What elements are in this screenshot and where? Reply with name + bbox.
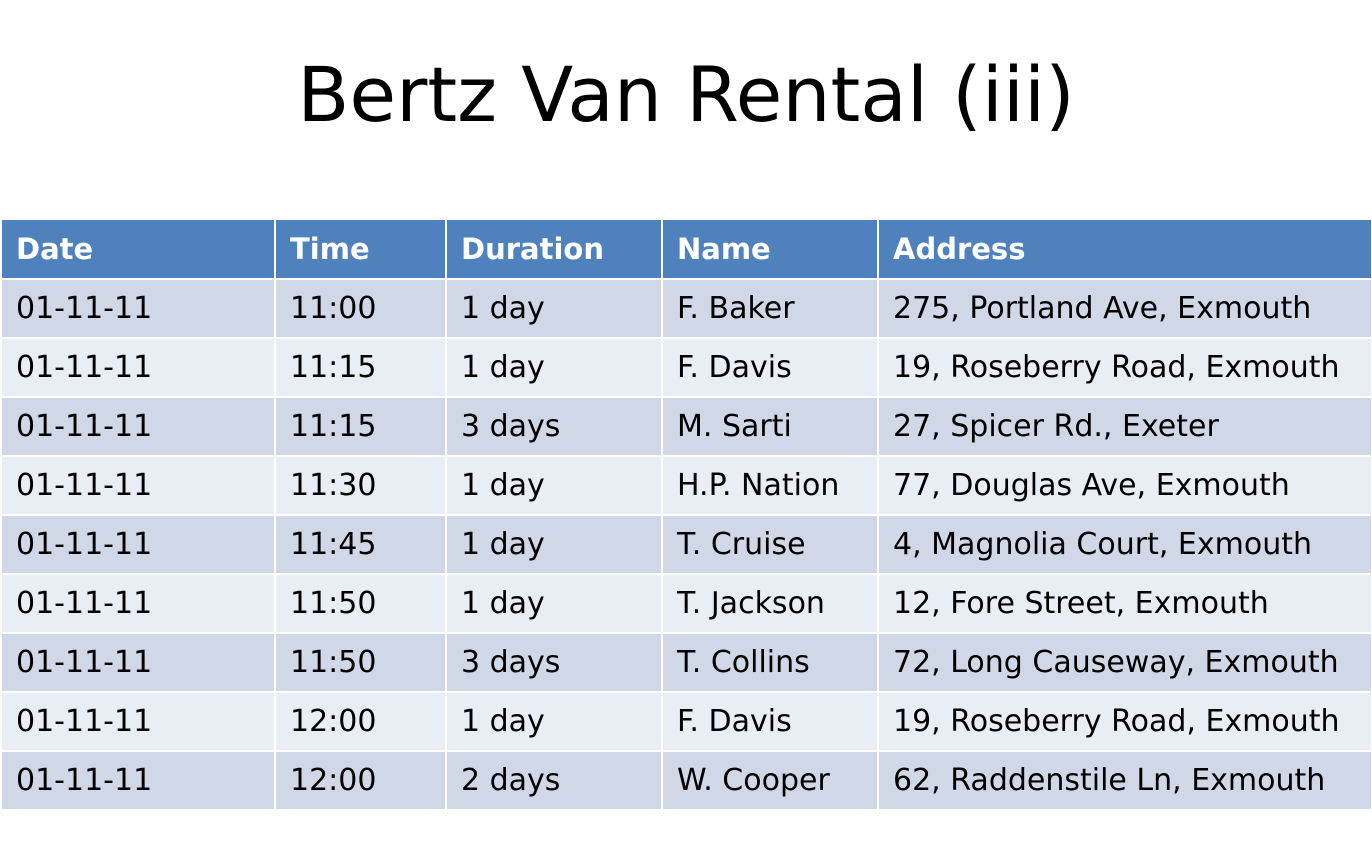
cell-date: 01-11-11 — [0, 455, 276, 516]
cell-name: H.P. Nation — [661, 455, 879, 516]
cell-date: 01-11-11 — [0, 750, 276, 811]
cell-name: T. Cruise — [661, 514, 879, 575]
rental-table: Date Time Duration Name Address 01-11-11… — [0, 218, 1372, 811]
cell-address: 19, Roseberry Road, Exmouth — [877, 337, 1372, 398]
cell-address: 27, Spicer Rd., Exeter — [877, 396, 1372, 457]
cell-time: 11:00 — [274, 278, 447, 339]
cell-address: 62, Raddenstile Ln, Exmouth — [877, 750, 1372, 811]
cell-duration: 1 day — [445, 337, 663, 398]
cell-time: 12:00 — [274, 691, 447, 752]
cell-date: 01-11-11 — [0, 396, 276, 457]
cell-duration: 3 days — [445, 632, 663, 693]
cell-duration: 1 day — [445, 691, 663, 752]
cell-address: 72, Long Causeway, Exmouth — [877, 632, 1372, 693]
cell-duration: 2 days — [445, 750, 663, 811]
cell-duration: 1 day — [445, 455, 663, 516]
header-name: Name — [661, 218, 879, 280]
cell-address: 77, Douglas Ave, Exmouth — [877, 455, 1372, 516]
table-row: 01-11-11 11:15 1 day F. Davis 19, Rosebe… — [0, 337, 1372, 398]
cell-name: M. Sarti — [661, 396, 879, 457]
cell-time: 11:50 — [274, 573, 447, 634]
cell-date: 01-11-11 — [0, 514, 276, 575]
cell-time: 11:15 — [274, 396, 447, 457]
cell-address: 4, Magnolia Court, Exmouth — [877, 514, 1372, 575]
header-time: Time — [274, 218, 447, 280]
cell-date: 01-11-11 — [0, 278, 276, 339]
slide-title: Bertz Van Rental (iii) — [297, 50, 1075, 139]
table-header-row: Date Time Duration Name Address — [0, 218, 1372, 280]
cell-address: 12, Fore Street, Exmouth — [877, 573, 1372, 634]
table-row: 01-11-11 11:45 1 day T. Cruise 4, Magnol… — [0, 514, 1372, 575]
table-row: 01-11-11 11:15 3 days M. Sarti 27, Spice… — [0, 396, 1372, 457]
cell-duration: 3 days — [445, 396, 663, 457]
cell-duration: 1 day — [445, 514, 663, 575]
cell-date: 01-11-11 — [0, 573, 276, 634]
cell-name: W. Cooper — [661, 750, 879, 811]
cell-date: 01-11-11 — [0, 691, 276, 752]
table-row: 01-11-11 11:50 3 days T. Collins 72, Lon… — [0, 632, 1372, 693]
cell-name: T. Collins — [661, 632, 879, 693]
table-row: 01-11-11 12:00 1 day F. Davis 19, Rosebe… — [0, 691, 1372, 752]
cell-address: 275, Portland Ave, Exmouth — [877, 278, 1372, 339]
header-address: Address — [877, 218, 1372, 280]
cell-name: T. Jackson — [661, 573, 879, 634]
cell-name: F. Davis — [661, 337, 879, 398]
cell-name: F. Davis — [661, 691, 879, 752]
cell-time: 11:45 — [274, 514, 447, 575]
cell-name: F. Baker — [661, 278, 879, 339]
header-date: Date — [0, 218, 276, 280]
table-row: 01-11-11 12:00 2 days W. Cooper 62, Radd… — [0, 750, 1372, 811]
cell-duration: 1 day — [445, 278, 663, 339]
table-row: 01-11-11 11:50 1 day T. Jackson 12, Fore… — [0, 573, 1372, 634]
cell-time: 11:50 — [274, 632, 447, 693]
cell-time: 11:15 — [274, 337, 447, 398]
cell-time: 12:00 — [274, 750, 447, 811]
cell-date: 01-11-11 — [0, 632, 276, 693]
cell-address: 19, Roseberry Road, Exmouth — [877, 691, 1372, 752]
table-row: 01-11-11 11:00 1 day F. Baker 275, Portl… — [0, 278, 1372, 339]
cell-duration: 1 day — [445, 573, 663, 634]
cell-time: 11:30 — [274, 455, 447, 516]
cell-date: 01-11-11 — [0, 337, 276, 398]
table-row: 01-11-11 11:30 1 day H.P. Nation 77, Dou… — [0, 455, 1372, 516]
header-duration: Duration — [445, 218, 663, 280]
